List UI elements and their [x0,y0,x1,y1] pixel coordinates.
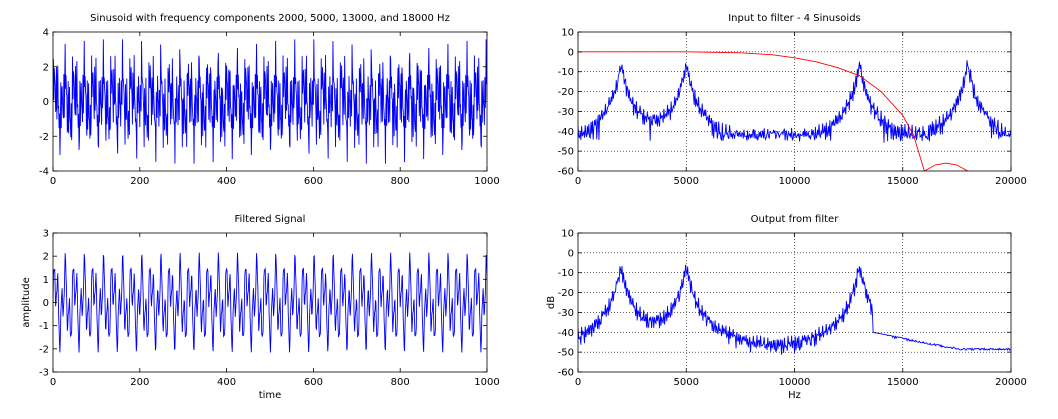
x-tick-label: 10000 [779,377,811,388]
x-tick-label: 1000 [474,176,499,187]
y-tick-label: -50 [558,147,574,158]
plot-time-filtered: 0 200 400 600 800 1000 -3 -2 -1 0 1 2 3 Filtered Sign… [21,214,500,401]
x-tick-label: 200 [130,377,149,388]
x-tick-label: 800 [391,377,410,388]
x-tick-label: 5000 [674,176,699,187]
x-tick-label: 10000 [779,176,811,187]
ylabel-amplitude: amplitude [21,277,32,328]
y-tick-label: 3 [43,229,49,240]
y-tick-label: -60 [558,368,574,379]
title-time-input: Sinusoid with frequency components 2000,… [90,13,450,24]
xlabel-time: time [259,390,282,401]
series-line-2-0 [53,252,487,353]
y-tick-label: 1 [43,275,49,286]
plot-spectrum-output: 0 5000 10000 15000 20000 -60 -50 -40 -30 -20 -10 0 1… [546,214,1027,401]
y-tick-label: -30 [558,107,574,118]
x-tick-label: 20000 [995,176,1027,187]
y-tick-label: -50 [558,348,574,359]
series-line-3-0 [578,264,1011,355]
plot-time-input: 0 200 400 600 800 1000 -4 -2 0 2 4 Sinusoid with fr… [39,13,500,187]
x-tick-label: 1000 [474,377,499,388]
x-tick-label: 15000 [887,176,919,187]
y-tick-label: -30 [558,308,574,319]
y-tick-label: -60 [558,167,574,178]
series-line-1-1 [578,51,970,171]
y-tick-label: -3 [39,368,49,379]
y-tick-label: -2 [39,132,49,143]
y-tick-label: 0 [43,97,49,108]
title-spectrum-output: Output from filter [751,214,840,225]
x-tick-label: 600 [304,176,323,187]
series-line-1-0 [578,60,1011,143]
y-tick-label: -20 [558,87,574,98]
y-tick-label: -20 [558,288,574,299]
x-tick-label: 600 [304,377,323,388]
ylabel-db: dB [546,296,557,309]
y-tick-label: 0 [568,47,574,58]
x-tick-label: 0 [575,176,581,187]
y-tick-label: 10 [561,28,574,39]
series-line-0-0 [53,39,487,164]
x-tick-label: 0 [50,176,56,187]
x-tick-label: 0 [50,377,56,388]
y-tick-label: 2 [43,62,49,73]
y-tick-label: -40 [558,127,574,138]
x-tick-label: 400 [217,377,236,388]
xlabel-hz: Hz [788,390,801,401]
y-tick-label: 4 [43,28,49,39]
y-tick-label: -10 [558,67,574,78]
x-tick-label: 0 [575,377,581,388]
y-tick-label: -10 [558,268,574,279]
x-tick-label: 15000 [887,377,919,388]
y-tick-label: -4 [39,167,49,178]
x-tick-label: 20000 [995,377,1027,388]
y-tick-label: -40 [558,328,574,339]
x-tick-label: 800 [391,176,410,187]
y-tick-label: 10 [561,229,574,240]
plot-spectrum-input: 0 5000 10000 15000 20000 -60 -50 -40 -30 -20 -10 0 1… [558,13,1027,187]
y-tick-label: -1 [39,321,49,332]
x-tick-label: 400 [217,176,236,187]
title-time-filtered: Filtered Signal [235,214,306,225]
y-tick-label: 0 [568,248,574,259]
y-tick-label: 0 [43,298,49,309]
y-tick-label: -2 [39,344,49,355]
y-tick-label: 2 [43,252,49,263]
x-tick-label: 5000 [674,377,699,388]
x-tick-label: 200 [130,176,149,187]
title-spectrum-input: Input to filter - 4 Sinusoids [728,13,861,24]
